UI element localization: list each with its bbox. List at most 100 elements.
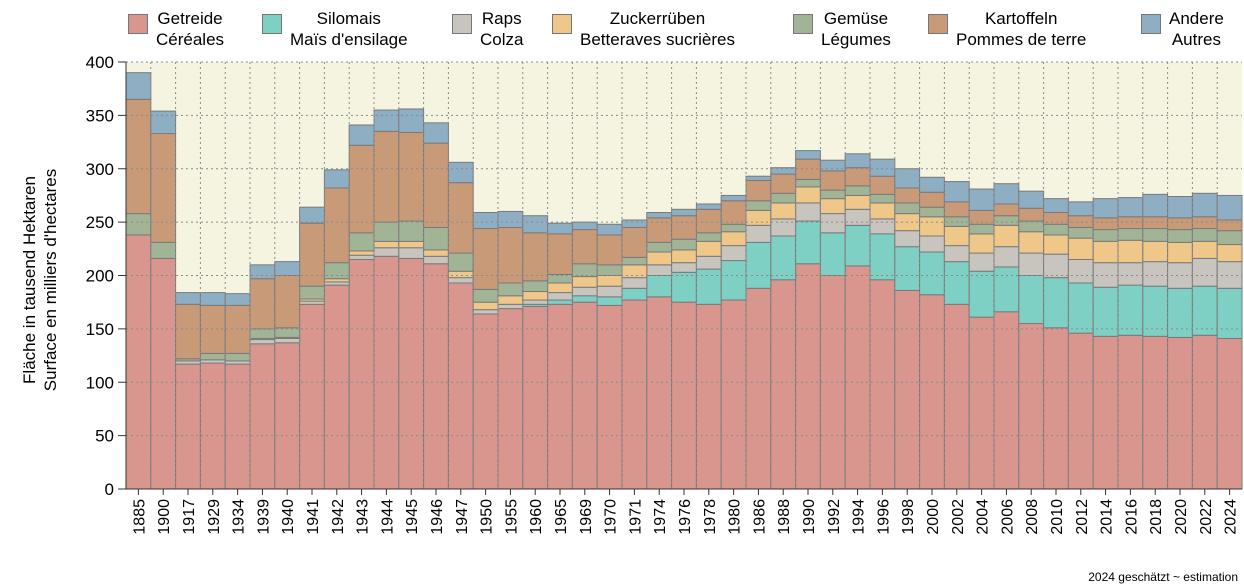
bar-segment [1043,223,1069,236]
bar-segment [943,261,970,305]
x-tick-label: 1976 [677,499,694,535]
bar-segment [150,257,177,490]
legend-swatch [928,14,948,34]
bar-segment [1018,323,1045,490]
y-axis-label: Fläche in tausend Hektaren Surface en mi… [19,169,61,391]
bar-segment [274,337,301,344]
bar-segment [894,202,921,215]
bar-segment [348,254,375,260]
bar-segment [844,194,871,210]
bar-segment [993,246,1020,268]
bar-segment [646,217,673,243]
legend-item: Zuckerrüben Betteraves sucrières [552,8,735,50]
bar-segment [497,210,524,228]
bar-segment [348,144,375,234]
bar-segment [943,245,970,263]
bar-segment [1117,228,1144,241]
bar-segment [398,257,425,490]
bar-segment [423,263,449,490]
bar-segment [373,221,400,242]
bar-segment [795,220,821,265]
bar-segment [299,303,325,490]
bar-segment [1216,244,1243,263]
bar-segment [919,235,945,253]
bar-segment [1167,229,1193,243]
bar-segment [497,282,524,297]
bar-segment [547,303,573,490]
bar-segment [720,223,747,233]
bar-segment [671,208,697,217]
bar-segment [695,232,722,242]
bar-segment [943,303,970,490]
bar-segment [1018,275,1045,325]
bar-segment [497,295,524,305]
x-tick-label: 1929 [206,499,223,535]
bar-segment [745,200,772,211]
bar-segment [596,223,623,236]
bar-segment [373,240,400,249]
bar-segment [1117,334,1144,490]
bar-segment [671,301,697,490]
y-tick-label: 50 [95,427,114,446]
bar-segment [795,158,821,180]
bar-segment [571,301,598,490]
bar-segment [770,279,797,490]
bar-segment [150,241,177,259]
y-axis-label-line: Surface en milliers d'hectares [41,168,60,392]
bar-segment [745,209,772,226]
bar-segment [1043,234,1069,255]
bar-segment [869,193,896,204]
x-tick-label: 2000 [925,499,942,535]
bar-segment [919,216,945,237]
bar-segment [819,170,846,191]
bar-segment [547,299,573,305]
legend-swatch [1141,14,1161,34]
x-tick-label: 2012 [1074,499,1091,535]
legend-swatch [262,14,282,34]
bar-segment [398,131,425,222]
legend-swatch [793,14,813,34]
bar-segment [274,275,301,329]
bar-segment [348,258,375,490]
bar-segment [993,215,1020,226]
bar-segment [1191,240,1218,259]
bar-segment [571,295,598,303]
bar-segment [571,221,598,231]
bar-segment [919,191,945,208]
bar-segment [1142,261,1169,287]
bar-segment [621,287,648,301]
bar-segment [869,175,896,195]
bar-segment [1142,285,1169,337]
legend-label: Zuckerrüben Betteraves sucrières [580,9,735,49]
bar-segment [943,216,970,227]
bar-segment [571,263,598,278]
bar-segment [1067,282,1094,334]
bar-segment [1067,201,1094,217]
bar-segment [646,251,673,266]
y-tick-label: 0 [105,480,114,499]
x-tick-label: 2010 [1049,499,1066,535]
bar-segment [695,208,722,234]
bar-segment [745,179,772,202]
x-tick-label: 1944 [379,499,396,535]
bar-segment [1216,194,1243,221]
bar-segment [770,167,797,175]
bar-segment [323,262,350,280]
legend-label: Andere Autres [1169,9,1224,49]
x-tick-label: 1988 [776,499,793,535]
bar-segment [1018,190,1045,209]
bar-segment [795,202,821,222]
bar-segment [1142,240,1169,263]
bar-segment [472,309,499,315]
x-tick-label: 1990 [801,499,818,535]
bar-segment [869,218,896,235]
bar-segment [1117,239,1144,264]
bar-segment [447,277,474,284]
bar-segment [745,175,772,181]
bar-segment [968,223,995,235]
bar-segment [993,183,1020,205]
bar-segment [596,275,623,287]
bar-segment [968,188,995,211]
bar-segment [423,226,449,251]
bar-segment [1167,287,1193,338]
